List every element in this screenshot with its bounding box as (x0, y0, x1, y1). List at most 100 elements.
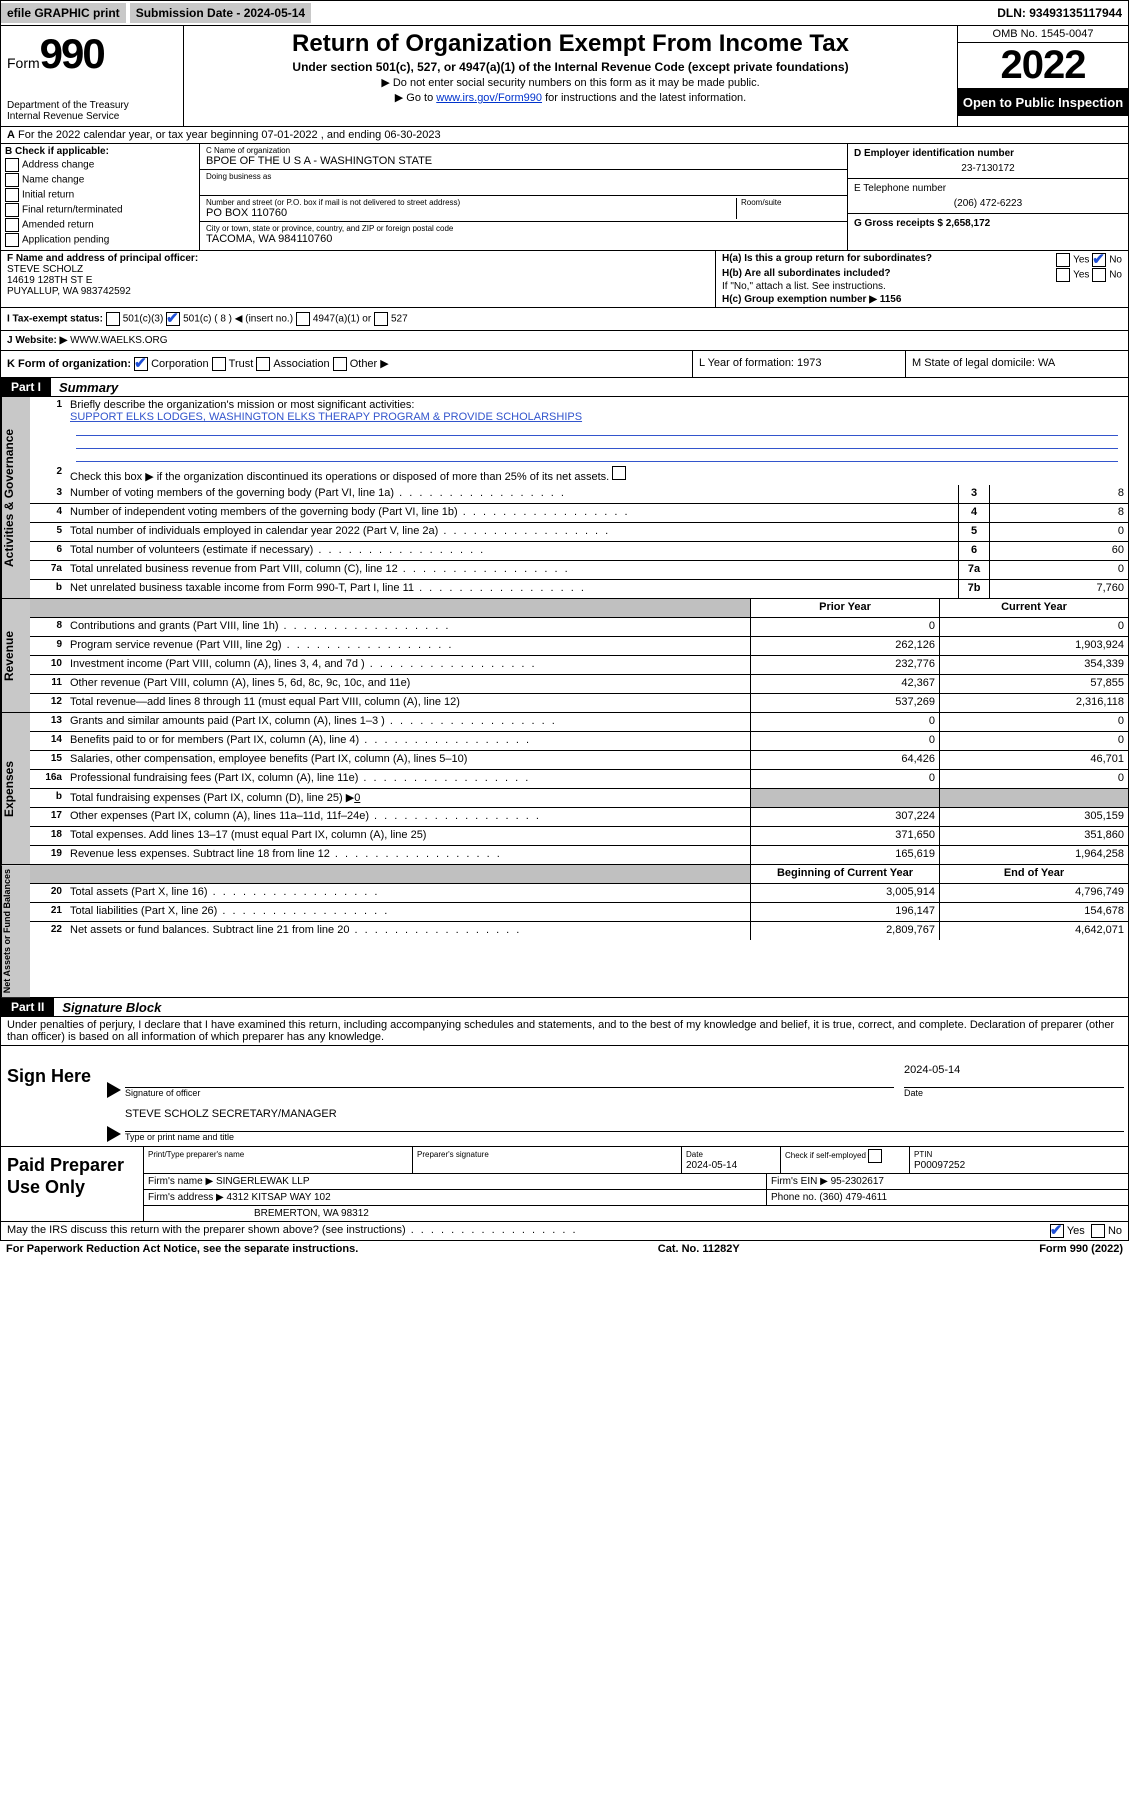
dept-treasury: Department of the Treasury (7, 100, 177, 111)
l-year: L Year of formation: 1973 (692, 351, 905, 377)
firm-name-label: Firm's name ▶ (148, 1176, 213, 1187)
chk-association[interactable] (256, 357, 270, 371)
city-val: TACOMA, WA 984110760 (206, 233, 841, 245)
chk-4947[interactable] (296, 312, 310, 326)
l21-current: 154,678 (939, 903, 1128, 921)
lbl-discuss-no: No (1108, 1225, 1122, 1237)
lbl-hb-no: No (1109, 270, 1122, 281)
chk-address-change[interactable] (5, 158, 19, 172)
header: Form990 Department of the Treasury Inter… (0, 26, 1129, 127)
l12-desc: Total revenue—add lines 8 through 11 (mu… (66, 694, 750, 712)
l14-prior: 0 (750, 732, 939, 750)
l6-desc: Total number of volunteers (estimate if … (66, 542, 958, 560)
arrow-icon (107, 1082, 121, 1098)
l7a-desc: Total unrelated business revenue from Pa… (66, 561, 958, 579)
firm-addr-val: 4312 KITSAP WAY 102 (227, 1192, 331, 1203)
l8-current: 0 (939, 618, 1128, 636)
sig-name-label: Type or print name and title (125, 1132, 1124, 1142)
form-note-1: ▶ Do not enter social security numbers o… (190, 76, 951, 89)
phone-label: E Telephone number (854, 183, 946, 194)
sign-here-label: Sign Here (1, 1046, 103, 1146)
chk-trust[interactable] (212, 357, 226, 371)
lbl-501c: 501(c) ( 8 ) ◀ (insert no.) (183, 314, 293, 325)
form-number: 990 (40, 30, 104, 77)
l15-desc: Salaries, other compensation, employee b… (66, 751, 750, 769)
irs-link[interactable]: www.irs.gov/Form990 (436, 92, 542, 104)
form-note-2: ▶ Go to www.irs.gov/Form990 for instruct… (190, 91, 951, 104)
form-prefix: Form (7, 55, 40, 71)
city-label: City or town, state or province, country… (206, 224, 841, 233)
chk-ha-yes[interactable] (1056, 253, 1070, 267)
part-1-header-row: Part I Summary (0, 378, 1129, 397)
chk-527[interactable] (374, 312, 388, 326)
lbl-corporation: Corporation (151, 358, 208, 370)
f-name: STEVE SCHOLZ (7, 264, 83, 275)
l15-current: 46,701 (939, 751, 1128, 769)
chk-name-change[interactable] (5, 173, 19, 187)
l18-current: 351,860 (939, 827, 1128, 845)
chk-corporation[interactable] (134, 357, 148, 371)
l8-prior: 0 (750, 618, 939, 636)
l4-val: 8 (989, 504, 1128, 522)
l7a-val: 0 (989, 561, 1128, 579)
chk-other[interactable] (333, 357, 347, 371)
website-label: J Website: ▶ (7, 335, 67, 346)
chk-ha-no[interactable] (1092, 253, 1106, 267)
lbl-address-change: Address change (22, 160, 94, 171)
l13-prior: 0 (750, 713, 939, 731)
prior-year-hdr: Prior Year (750, 599, 939, 617)
chk-l2[interactable] (612, 466, 626, 480)
l21-prior: 196,147 (750, 903, 939, 921)
part-1-label: Part I (1, 378, 51, 396)
lbl-hb-yes: Yes (1073, 270, 1089, 281)
firm-addr-label: Firm's address ▶ (148, 1192, 224, 1203)
lbl-amended-return: Amended return (22, 220, 94, 231)
form-subtitle: Under section 501(c), 527, or 4947(a)(1)… (190, 60, 951, 74)
footer-right: Form 990 (2022) (1039, 1243, 1123, 1255)
header-center: Return of Organization Exempt From Incom… (184, 26, 957, 126)
topbar: efile GRAPHIC print Submission Date - 20… (0, 0, 1129, 26)
vtab-revenue: Revenue (1, 599, 30, 712)
footer-left: For Paperwork Reduction Act Notice, see … (6, 1243, 358, 1255)
footer-mid: Cat. No. 11282Y (658, 1243, 740, 1255)
l21-desc: Total liabilities (Part X, line 26) (66, 903, 750, 921)
tax-exempt-label: I Tax-exempt status: (7, 314, 103, 325)
chk-501c3[interactable] (106, 312, 120, 326)
sig-date-val: 2024-05-14 (904, 1064, 1124, 1076)
sig-name-val: STEVE SCHOLZ SECRETARY/MANAGER (125, 1108, 1124, 1120)
section-net-assets: Net Assets or Fund Balances Beginning of… (0, 865, 1129, 998)
prep-ptin: P00097252 (914, 1160, 965, 1171)
beg-year-hdr: Beginning of Current Year (750, 865, 939, 883)
chk-final-return[interactable] (5, 203, 19, 217)
l4-desc: Number of independent voting members of … (66, 504, 958, 522)
gross-receipts: G Gross receipts $ 2,658,172 (854, 218, 990, 229)
k-label: K Form of organization: (7, 358, 131, 370)
chk-501c[interactable] (166, 312, 180, 326)
row-fh: F Name and address of principal officer:… (0, 251, 1129, 308)
row-a: A For the 2022 calendar year, or tax yea… (0, 127, 1129, 144)
tax-year: 2022 (958, 43, 1128, 89)
omb-number: OMB No. 1545-0047 (958, 26, 1128, 43)
l1-val: SUPPORT ELKS LODGES, WASHINGTON ELKS THE… (70, 411, 582, 423)
l11-current: 57,855 (939, 675, 1128, 693)
lbl-association: Association (273, 358, 329, 370)
l5-desc: Total number of individuals employed in … (66, 523, 958, 541)
col-b: B Check if applicable: Address change Na… (1, 144, 200, 250)
chk-discuss-no[interactable] (1091, 1224, 1105, 1238)
hc-label: H(c) Group exemption number ▶ 1156 (722, 294, 901, 305)
chk-self-employed[interactable] (868, 1149, 882, 1163)
chk-initial-return[interactable] (5, 188, 19, 202)
hb-label: H(b) Are all subordinates included? (722, 268, 891, 279)
chk-discuss-yes[interactable] (1050, 1224, 1064, 1238)
l16a-current: 0 (939, 770, 1128, 788)
addr-label: Number and street (or P.O. box if mail i… (206, 198, 736, 207)
sig-officer-label: Signature of officer (125, 1088, 894, 1098)
footer: For Paperwork Reduction Act Notice, see … (0, 1241, 1129, 1257)
l13-desc: Grants and similar amounts paid (Part IX… (66, 713, 750, 731)
chk-application-pending[interactable] (5, 233, 19, 247)
l17-desc: Other expenses (Part IX, column (A), lin… (66, 808, 750, 826)
chk-amended-return[interactable] (5, 218, 19, 232)
chk-hb-yes[interactable] (1056, 268, 1070, 282)
form-990-page: efile GRAPHIC print Submission Date - 20… (0, 0, 1129, 1257)
chk-hb-no[interactable] (1092, 268, 1106, 282)
